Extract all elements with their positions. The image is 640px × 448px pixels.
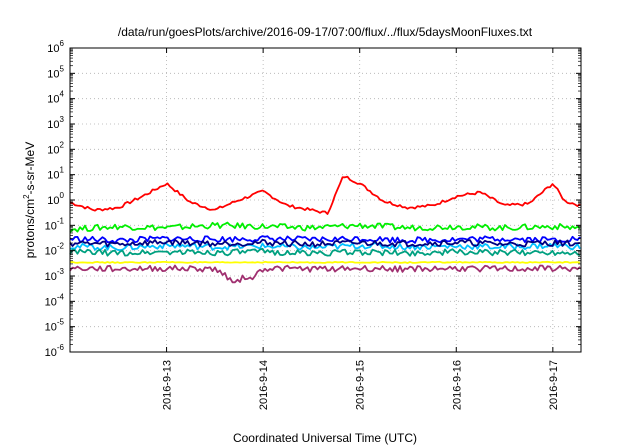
y-tick-exp: 6 [60, 39, 65, 48]
x-axis-label: Coordinated Universal Time (UTC) [233, 431, 417, 445]
y-ticks: 10-610-510-410-310-210-11001011021031041… [45, 39, 581, 359]
y-tick-exp: 1 [60, 166, 65, 175]
y-tick-label: 10-3 [45, 267, 65, 283]
y-tick-label: 103 [47, 115, 64, 131]
y-tick-exp: -2 [57, 242, 65, 251]
x-tick-label: 2016-9-15 [355, 360, 367, 410]
grid [70, 48, 581, 352]
y-tick-exp: 2 [60, 140, 65, 149]
y-tick-base: 10 [45, 322, 57, 334]
x-tick-label: 2016-9-14 [258, 360, 270, 410]
y-tick-label: 105 [47, 64, 64, 80]
y-tick-exp: -1 [57, 216, 65, 225]
y-tick-label: 10-2 [45, 242, 65, 258]
y-axis-label-sup: 2 [22, 194, 31, 199]
series-line-6 [69, 260, 581, 264]
y-tick-label: 102 [47, 140, 64, 156]
y-tick-base: 10 [45, 246, 57, 258]
y-tick-base: 10 [47, 43, 59, 55]
series-line-1 [69, 221, 581, 233]
y-tick-exp: -4 [57, 292, 65, 301]
y-tick-exp: 0 [60, 191, 65, 200]
y-tick-base: 10 [45, 271, 57, 283]
y-tick-label: 100 [47, 191, 64, 207]
y-tick-base: 10 [47, 170, 59, 182]
y-tick-label: 10-1 [45, 216, 65, 232]
y-tick-base: 10 [47, 68, 59, 80]
y-tick-exp: 3 [60, 115, 65, 124]
series-line-2 [69, 235, 581, 244]
y-tick-exp: 4 [60, 90, 65, 99]
y-axis-label-post: -s-sr-MeV [23, 142, 37, 195]
x-tick-label: 2016-9-13 [162, 360, 174, 410]
y-tick-base: 10 [45, 296, 57, 308]
y-tick-label: 101 [47, 166, 64, 182]
y-tick-base: 10 [47, 119, 59, 131]
y-axis-label-pre: protons/cm [23, 199, 37, 258]
y-tick-base: 10 [47, 94, 59, 106]
series-layer [69, 175, 581, 284]
x-ticks: 2016-9-13 2016-9-14 2016-9-15 2016-9-16 2016… [162, 48, 560, 410]
series-line-7 [69, 264, 581, 284]
y-tick-base: 10 [47, 144, 59, 156]
chart-title: /data/run/goesPlots/archive/2016-09-17/0… [118, 25, 533, 39]
y-tick-base: 10 [45, 347, 57, 359]
x-tick-label: 2016-9-17 [548, 360, 560, 410]
y-tick-label: 10-5 [45, 318, 65, 334]
y-tick-label: 10-4 [45, 292, 65, 308]
y-tick-label: 106 [47, 39, 64, 55]
y-tick-label: 10-6 [45, 343, 65, 359]
y-tick-exp: 5 [60, 64, 65, 73]
x-tick-label: 2016-9-16 [451, 360, 463, 410]
y-tick-exp: -5 [57, 318, 65, 327]
series-line-5 [69, 247, 581, 257]
series-line-0 [69, 175, 581, 215]
series-line-3 [69, 241, 581, 252]
y-axis-label: protons/cm2-s-sr-MeV [22, 142, 37, 258]
y-tick-label: 104 [47, 90, 64, 106]
series-line-4 [69, 238, 581, 248]
y-tick-base: 10 [47, 195, 59, 207]
y-tick-exp: -3 [57, 267, 65, 276]
y-tick-exp: -6 [57, 343, 65, 352]
y-tick-base: 10 [45, 220, 57, 232]
